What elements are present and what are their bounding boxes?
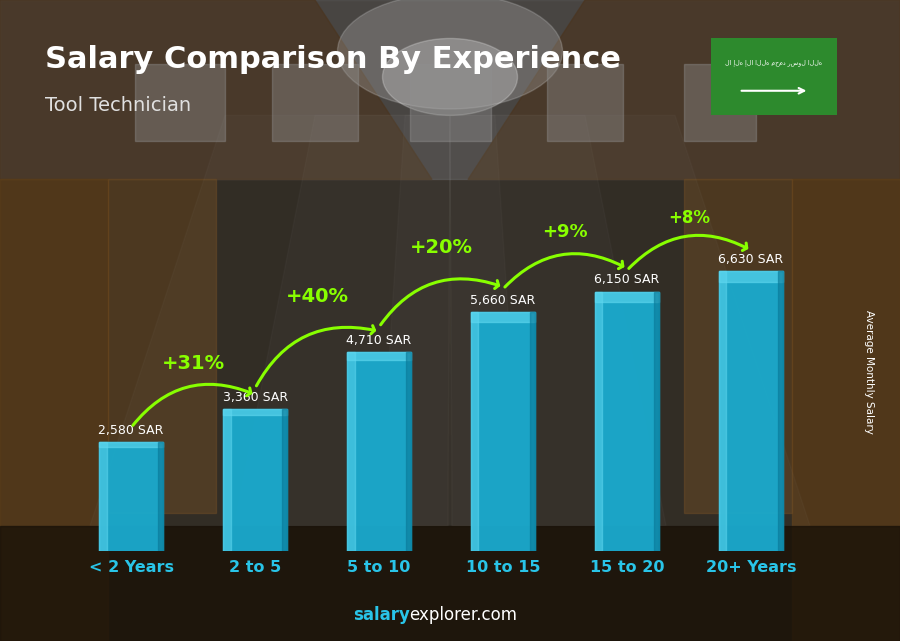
Text: Tool Technician: Tool Technician — [45, 96, 191, 115]
Polygon shape — [468, 0, 900, 179]
Bar — [99, 442, 164, 551]
Text: 4,710 SAR: 4,710 SAR — [346, 335, 411, 347]
Text: 6,150 SAR: 6,150 SAR — [594, 274, 660, 287]
Text: +40%: +40% — [285, 287, 348, 306]
Bar — [684, 179, 792, 513]
Bar — [346, 353, 355, 551]
Bar — [654, 292, 659, 551]
Text: لا إله إلا الله محمد رسول الله: لا إله إلا الله محمد رسول الله — [725, 60, 823, 67]
Bar — [718, 271, 783, 283]
Bar — [223, 410, 287, 415]
Text: 2,580 SAR: 2,580 SAR — [98, 424, 164, 437]
Bar — [135, 64, 225, 141]
Text: Salary Comparison By Experience: Salary Comparison By Experience — [45, 45, 621, 74]
Bar — [595, 292, 659, 302]
Bar — [99, 442, 164, 447]
Bar — [99, 442, 107, 551]
Bar — [530, 312, 536, 551]
Bar — [792, 179, 900, 641]
Bar — [0, 526, 900, 641]
Bar — [410, 64, 490, 141]
Text: Average Monthly Salary: Average Monthly Salary — [863, 310, 874, 434]
Bar — [346, 353, 411, 360]
Bar — [406, 353, 411, 551]
Bar — [272, 64, 358, 141]
Bar — [108, 179, 216, 513]
Bar — [471, 312, 536, 322]
Bar — [471, 312, 536, 551]
Bar — [471, 312, 479, 551]
Bar — [223, 410, 287, 551]
Text: 6,630 SAR: 6,630 SAR — [718, 253, 783, 266]
Bar — [778, 271, 783, 551]
Text: explorer.com: explorer.com — [410, 606, 518, 624]
Bar — [0, 0, 900, 179]
Bar — [718, 271, 726, 551]
Bar — [0, 179, 108, 641]
Bar — [346, 353, 411, 551]
Bar — [595, 292, 602, 551]
Bar — [718, 271, 783, 551]
Text: +20%: +20% — [410, 238, 472, 257]
Bar — [223, 410, 230, 551]
Text: salary: salary — [353, 606, 410, 624]
Text: +31%: +31% — [162, 354, 225, 374]
Text: +8%: +8% — [668, 209, 710, 227]
Text: +9%: +9% — [542, 223, 588, 241]
Bar — [158, 442, 164, 551]
Polygon shape — [0, 0, 432, 179]
Text: 5,660 SAR: 5,660 SAR — [471, 294, 536, 307]
Ellipse shape — [338, 0, 562, 109]
Text: 3,360 SAR: 3,360 SAR — [222, 391, 288, 404]
Bar — [684, 64, 756, 141]
Ellipse shape — [382, 38, 518, 115]
Bar — [283, 410, 287, 551]
Bar — [595, 292, 659, 551]
Bar — [547, 64, 623, 141]
